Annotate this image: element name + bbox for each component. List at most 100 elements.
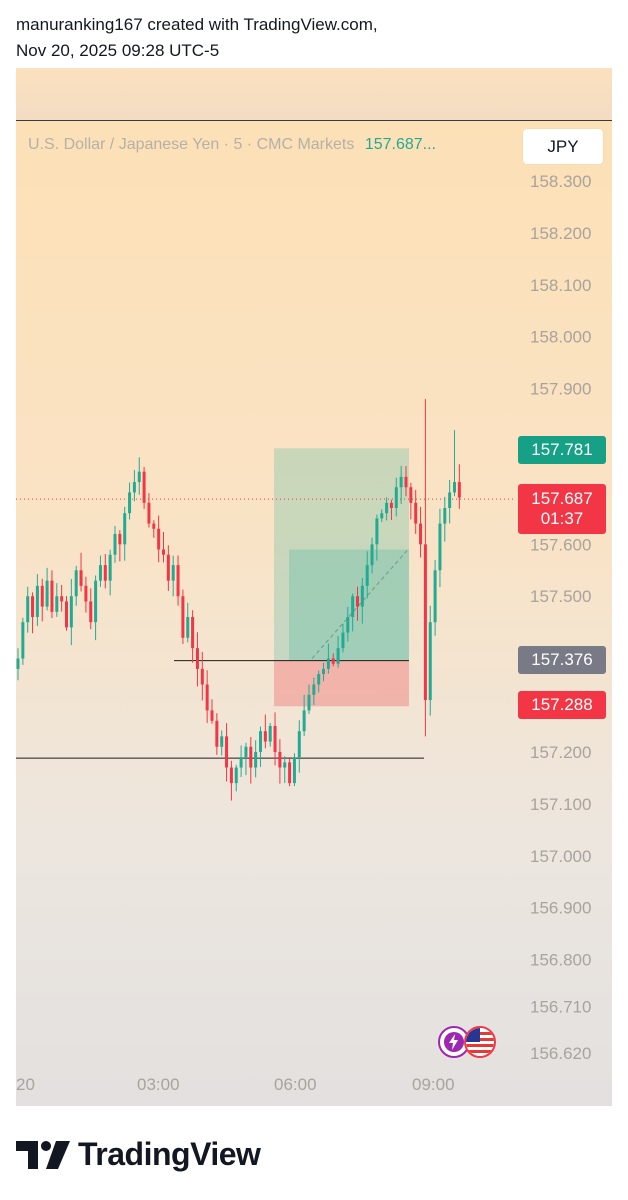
candle-body xyxy=(103,565,107,581)
candle-body xyxy=(278,751,282,768)
chart-panel[interactable]: 158.300 158.200 158.100 158.000 157.900 157.6… xyxy=(16,68,612,1106)
price-tick-label: 158.000 xyxy=(530,328,591,347)
candle-body xyxy=(438,523,442,571)
candle-body xyxy=(268,726,272,742)
price-tick-label: 158.200 xyxy=(530,224,591,243)
candle-body xyxy=(351,596,355,617)
price-tick-label: 157.500 xyxy=(530,587,591,606)
price-axis[interactable]: 158.300 158.200 158.100 158.000 157.900 157.6… xyxy=(530,172,591,1063)
candle-body xyxy=(317,674,321,685)
candle-body xyxy=(389,502,393,508)
timestamp-line: Nov 20, 2025 09:28 UTC-5 xyxy=(16,41,220,60)
candle-body xyxy=(84,585,88,602)
candle-body xyxy=(108,554,112,581)
stop-price-badge: 157.288 xyxy=(518,691,606,719)
target-price-value: 157.781 xyxy=(531,440,593,459)
candle-body xyxy=(60,596,64,602)
candle-body xyxy=(244,746,248,758)
price-tick-label: 156.800 xyxy=(530,951,591,970)
bar-countdown: 01:37 xyxy=(540,509,584,528)
candle-body xyxy=(292,757,296,784)
symbol-title: U.S. Dollar / Japanese Yen · 5 · CMC Mar… xyxy=(28,136,355,153)
stop-price-value: 157.288 xyxy=(531,695,593,714)
candle-body xyxy=(307,694,311,711)
candle-body xyxy=(215,720,219,747)
brand-name: TradingView xyxy=(78,1136,261,1172)
current-price-value: 157.687 xyxy=(531,489,593,508)
price-tick-label: 157.200 xyxy=(530,743,591,762)
candlestick-series xyxy=(16,399,461,801)
candle-body xyxy=(322,668,326,675)
entry-price-value: 157.376 xyxy=(531,650,593,669)
candle-body xyxy=(234,767,238,784)
candle-body xyxy=(356,596,359,607)
candle-body xyxy=(336,648,340,664)
candle-body xyxy=(419,523,423,545)
candle-body xyxy=(457,482,461,498)
price-chart[interactable]: 158.300 158.200 158.100 158.000 157.900 157.6… xyxy=(16,68,612,1106)
symbol-legend[interactable]: U.S. Dollar / Japanese Yen · 5 · CMC Mar… xyxy=(28,136,436,154)
price-tick-label: 158.300 xyxy=(530,172,591,191)
time-tick-label: 03:00 xyxy=(137,1075,180,1094)
candle-body xyxy=(40,585,44,607)
time-axis[interactable]: 20 03:00 06:00 09:00 xyxy=(16,1075,455,1094)
candle-body xyxy=(98,565,102,581)
candle-body xyxy=(200,668,204,685)
candle-body xyxy=(229,767,233,784)
time-tick-label: 20 xyxy=(16,1075,35,1094)
projection-line xyxy=(311,549,409,659)
candle-body xyxy=(263,731,267,742)
candle-body xyxy=(152,523,156,529)
candle-body xyxy=(443,508,447,524)
candle-body xyxy=(45,580,49,607)
candle-body xyxy=(195,648,199,669)
candle-body xyxy=(453,482,456,493)
candle-body xyxy=(166,554,170,581)
candle-body xyxy=(171,565,175,581)
candle-body xyxy=(79,570,83,586)
currency-button[interactable]: JPY xyxy=(523,129,603,164)
candle-body xyxy=(118,533,122,545)
candle-body xyxy=(21,622,25,659)
candle-body xyxy=(162,549,165,555)
candle-body xyxy=(254,751,258,768)
candle-body xyxy=(326,658,330,669)
candle-body xyxy=(128,492,132,514)
candle-body xyxy=(26,596,30,623)
candle-body xyxy=(433,570,437,623)
candle-body xyxy=(113,533,117,555)
candle-body xyxy=(142,471,146,503)
candle-body xyxy=(16,658,20,669)
candle-body xyxy=(380,513,384,519)
candle-body xyxy=(147,502,151,524)
time-tick-label: 06:00 xyxy=(274,1075,317,1094)
candle-body xyxy=(283,762,287,768)
price-tick-label: 156.620 xyxy=(530,1044,591,1063)
candle-body xyxy=(205,684,209,711)
us-flag-icon[interactable] xyxy=(464,1026,496,1058)
candle-body xyxy=(404,476,408,488)
stop-loss-zone[interactable] xyxy=(274,660,409,707)
candle-body xyxy=(239,757,243,768)
price-tick-label: 156.900 xyxy=(530,899,591,918)
candle-body xyxy=(312,684,316,695)
candle-body xyxy=(137,471,141,483)
candle-body xyxy=(259,731,262,752)
candle-body xyxy=(186,617,190,638)
profit-zone-inner xyxy=(289,549,409,661)
candle-body xyxy=(448,492,452,508)
tradingview-logo-icon xyxy=(16,1140,70,1169)
indicator-icons[interactable] xyxy=(436,1024,506,1064)
candle-body xyxy=(360,585,364,607)
candle-body xyxy=(69,596,73,628)
price-tick-label: 157.100 xyxy=(530,795,591,814)
candle-body xyxy=(249,746,253,768)
candle-body xyxy=(55,596,59,612)
candle-body xyxy=(176,565,180,597)
candle-body xyxy=(31,596,35,617)
candle-body xyxy=(365,565,369,586)
candle-body xyxy=(385,502,389,514)
candle-body xyxy=(428,622,432,701)
price-tick-label: 157.000 xyxy=(530,847,591,866)
candle-body xyxy=(94,580,98,623)
